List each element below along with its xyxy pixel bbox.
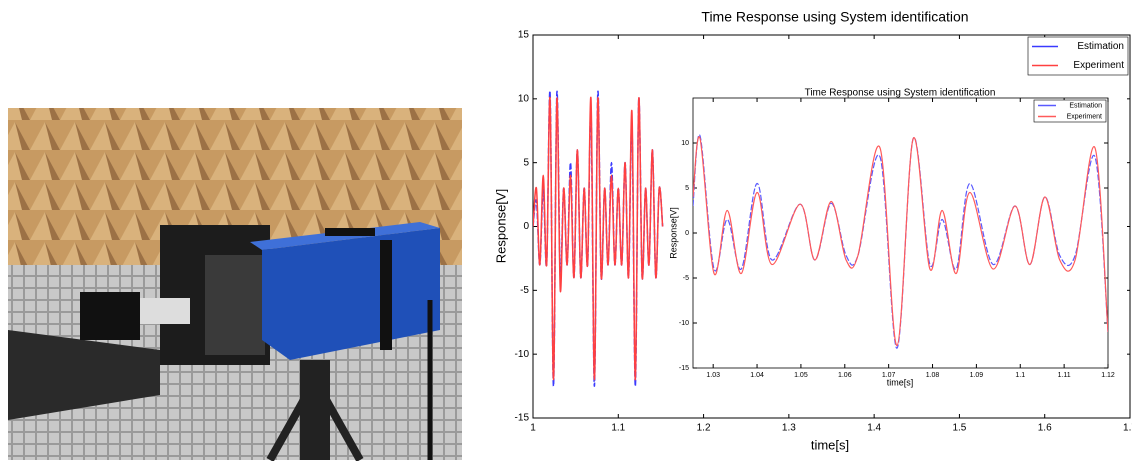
y-tick-label: 5 (523, 157, 529, 168)
x-tick-label: 1.2 (697, 423, 711, 434)
x-tick-label: 1.6 (1038, 423, 1052, 434)
inset-x-axis-label: time[s] (887, 377, 914, 387)
x-tick-label: 1.03 (706, 372, 720, 379)
legend-label: Estimation (1069, 102, 1102, 109)
y-axis-label: Response[V] (493, 189, 508, 263)
y-tick-label: -10 (679, 320, 689, 327)
x-tick-label: 1.09 (970, 372, 984, 379)
y-tick-label: 15 (518, 30, 530, 41)
x-tick-label: 1 (530, 423, 536, 434)
y-tick-label: 10 (518, 93, 530, 104)
x-tick-label: 1.4 (867, 423, 881, 434)
y-tick-label: -10 (515, 349, 530, 360)
x-tick-label: 1.1 (1015, 372, 1025, 379)
x-tick-label: 1.06 (838, 372, 852, 379)
chart-title: Time Response using System identificatio… (701, 9, 968, 25)
legend-box (1027, 36, 1129, 76)
x-tick-label: 1.7 (1123, 423, 1132, 434)
series-line (533, 96, 664, 381)
y-tick-label: -5 (683, 275, 689, 282)
y-tick-label: 0 (523, 221, 529, 232)
inset-panel (665, 84, 1127, 406)
y-tick-label: -15 (679, 365, 689, 372)
x-tick-label: 1.3 (782, 423, 796, 434)
x-tick-label: 1.12 (1101, 372, 1115, 379)
photo (8, 108, 462, 461)
legend-label: Experiment (1067, 113, 1102, 120)
x-tick-label: 1.04 (750, 372, 764, 379)
x-tick-label: 1.11 (1058, 372, 1071, 379)
x-tick-label: 1.5 (952, 423, 966, 434)
legend-label: Experiment (1073, 60, 1124, 71)
y-tick-label: -5 (520, 285, 529, 296)
inset-title: Time Response using System identificatio… (805, 88, 996, 99)
x-tick-label: 1.05 (794, 372, 808, 379)
legend-label: Estimation (1077, 41, 1124, 52)
y-tick-label: -15 (515, 413, 530, 424)
series-line (693, 136, 1108, 347)
y-tick-label: 10 (681, 140, 689, 147)
y-tick-label: 0 (685, 230, 689, 237)
x-tick-label: 1.1 (611, 423, 625, 434)
x-axis-label: time[s] (811, 437, 849, 452)
inset-y-axis-label: Response[V] (668, 207, 678, 259)
y-tick-label: 5 (685, 185, 689, 192)
x-tick-label: 1.07 (882, 372, 896, 379)
x-tick-label: 1.08 (926, 372, 940, 379)
